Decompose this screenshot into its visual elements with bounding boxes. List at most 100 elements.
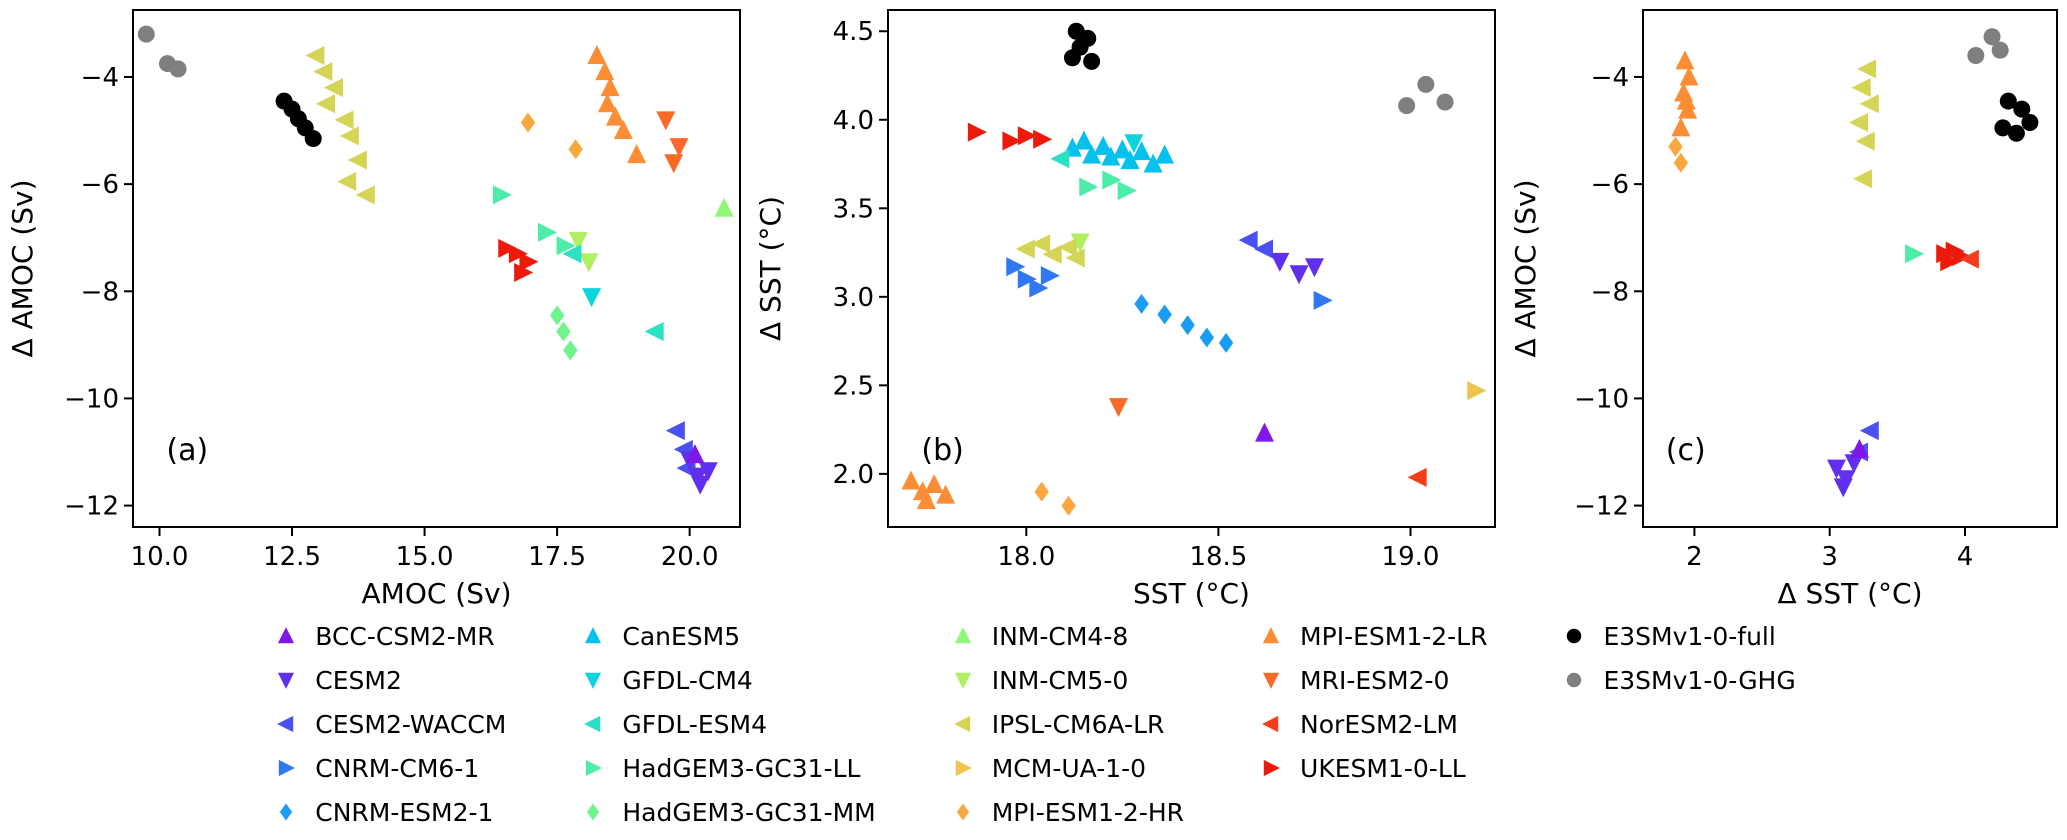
scatter-marker: [1417, 75, 1435, 93]
triangle-up-marker-icon: [278, 627, 295, 644]
scatter-marker: [1959, 249, 1979, 269]
x-tick-label: 3: [1821, 542, 1838, 572]
scatter-marker: [279, 759, 296, 777]
scatter-marker: [1143, 153, 1163, 173]
scatter-marker: [1065, 248, 1085, 268]
scatter-marker: [1676, 90, 1696, 110]
x-tick-label: 19.0: [1382, 542, 1440, 572]
scatter-marker: [2007, 124, 2025, 142]
circle-marker-icon: [1567, 672, 1582, 688]
scatter-marker: [1952, 246, 1972, 266]
scatter-marker: [1262, 627, 1280, 644]
legend-item: UKESM1-0-LL: [1256, 752, 1487, 784]
scatter-marker: [956, 803, 969, 821]
scatter-marker: [690, 475, 710, 495]
scatter-marker: [568, 231, 588, 251]
scatter-marker: [508, 244, 528, 264]
legend-label: CNRM-ESM2-1: [315, 797, 494, 827]
scatter-marker: [584, 715, 601, 733]
scatter-marker: [277, 715, 294, 733]
triangle-up-marker-icon: [954, 627, 971, 644]
legend-item: GFDL-ESM4: [578, 708, 875, 740]
scatter-marker: [1058, 237, 1078, 257]
y-tick-label: −10: [64, 384, 119, 414]
scatter-marker: [1262, 715, 1279, 733]
scatter-marker: [169, 60, 187, 78]
scatter-marker: [498, 238, 518, 258]
legend-item: HadGEM3-GC31-LL: [578, 752, 875, 784]
y-tick-label: 4.5: [833, 17, 874, 47]
scatter-marker: [954, 672, 971, 689]
triangle-right-marker-icon: [279, 759, 296, 777]
scatter-marker: [627, 144, 647, 164]
scatter-marker: [1006, 257, 1026, 277]
legend-item: HadGEM3-GC31-MM: [578, 796, 876, 828]
scatter-marker: [355, 185, 375, 205]
scatter-marker: [538, 222, 558, 242]
y-tick-label: −12: [1574, 492, 1629, 522]
scatter-marker: [1124, 134, 1144, 154]
scatter-marker: [587, 45, 607, 65]
legend-label: E3SMv1-0-full: [1603, 621, 1776, 651]
scatter-marker: [600, 77, 620, 97]
legend-label: INM-CM5-0: [991, 665, 1129, 695]
scatter-marker: [137, 25, 155, 43]
scatter-marker: [665, 421, 685, 441]
legend-column: CanESM5 GFDL-CM4 GFDL-ESM4 HadGEM3-GC31-LL H…: [578, 620, 876, 828]
scatter-marker: [582, 288, 602, 308]
scatter-marker: [1848, 113, 1868, 133]
scatter-marker: [1042, 244, 1062, 264]
scatter-marker: [519, 252, 539, 272]
y-tick-label: 4.0: [833, 106, 874, 136]
axes-frame: [887, 9, 1496, 528]
scatter-marker: [492, 185, 512, 205]
scatter-marker: [514, 263, 534, 283]
scatter-marker: [1218, 332, 1234, 353]
scatter-marker: [1859, 421, 1879, 441]
scatter-marker: [562, 244, 582, 264]
scatter-marker: [347, 150, 367, 170]
x-tick-label: 18.5: [1189, 542, 1247, 572]
scatter-marker: [1238, 230, 1258, 250]
triangle-down-marker-icon: [1262, 672, 1280, 689]
scatter-marker: [924, 474, 944, 494]
scatter-marker: [1254, 422, 1274, 442]
y-tick-label: 2.5: [833, 371, 874, 401]
y-tick-label: −4: [81, 63, 119, 93]
scatter-marker: [520, 112, 536, 133]
legend-item: CNRM-ESM2-1: [271, 796, 506, 828]
scatter-marker: [1436, 93, 1454, 111]
diamond-marker-icon: [280, 803, 293, 821]
y-axis-label: Δ SST (°C): [754, 196, 787, 341]
legend-label: IPSL-CM6A-LR: [991, 709, 1165, 739]
scatter-marker: [337, 171, 357, 191]
scatter-marker: [1117, 181, 1137, 201]
panel-letter: (a): [166, 433, 208, 468]
scatter-marker: [1398, 97, 1416, 115]
scatter-marker: [1031, 234, 1051, 254]
legend-item: CESM2: [271, 664, 506, 696]
scatter-marker: [1262, 672, 1280, 689]
scatter-marker: [1109, 398, 1129, 418]
scatter-marker: [1940, 252, 1960, 272]
y-axis-label: Δ AMOC (Sv): [1509, 179, 1542, 357]
legend-column: E3SMv1-0-full E3SMv1-0-GHG: [1559, 620, 1796, 696]
scatter-marker: [1983, 28, 2001, 46]
scatter-marker: [916, 489, 936, 509]
scatter-marker: [669, 138, 689, 158]
y-tick-label: −12: [64, 492, 119, 522]
scatter-marker: [1061, 495, 1076, 516]
scatter-marker: [1120, 149, 1140, 169]
panel-a: 10.0 12.5 15.0 17.5 20.0 −12 −10 −8 −6 −4 AMOC (Sv…: [6, 9, 741, 610]
scatter-marker: [1002, 131, 1022, 151]
legend-item: MPI-ESM1-2-HR: [948, 796, 1184, 828]
legend-item: MRI-ESM2-0: [1256, 664, 1487, 696]
scatter-marker: [1826, 459, 1846, 479]
scatter-marker: [597, 93, 617, 113]
circle-marker-icon: [1567, 628, 1582, 644]
scatter-marker: [954, 627, 971, 644]
y-tick-label: −6: [81, 170, 119, 200]
triangle-left-marker-icon: [584, 715, 601, 733]
scatter-marker: [304, 130, 322, 148]
